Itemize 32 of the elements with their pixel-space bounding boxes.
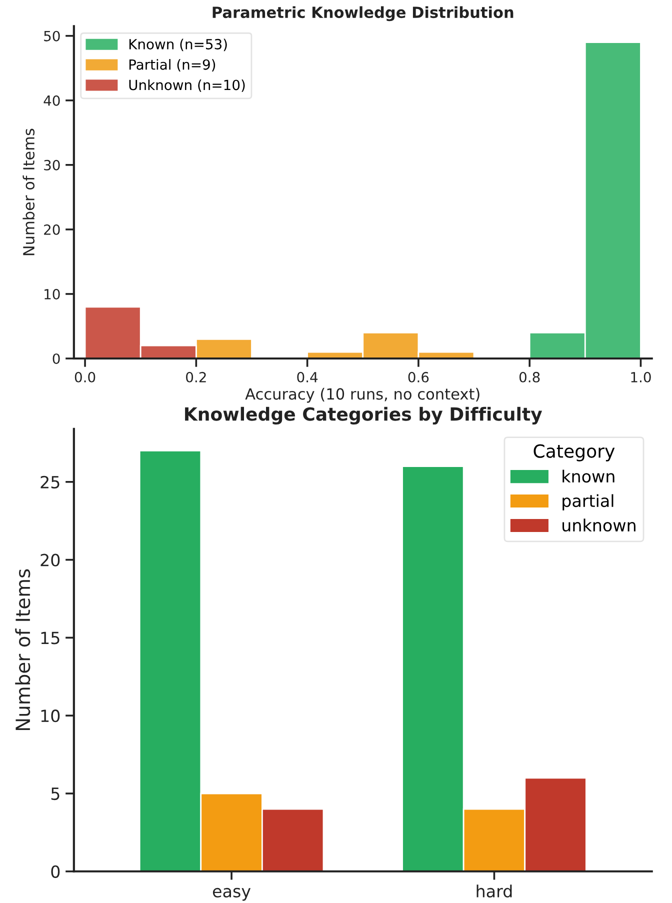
- x-tick-label: easy: [212, 888, 251, 901]
- y-tick-label: 5: [51, 788, 60, 800]
- y-tick-label: 15: [41, 632, 60, 644]
- y-axis-title: Number of Items: [15, 569, 30, 730]
- chart-title: Knowledge Categories by Difficulty: [185, 406, 542, 424]
- legend-label: Known (n=53): [129, 38, 227, 52]
- y-tick-label: 0: [52, 353, 60, 364]
- x-tick-label: 0.2: [186, 372, 206, 382]
- y-tick-label: 0: [51, 865, 60, 878]
- y-tick-label: 40: [44, 95, 60, 106]
- legend-title: Category: [534, 444, 615, 462]
- legend-label: partial: [562, 494, 614, 510]
- x-tick-label: 1.0: [631, 372, 651, 382]
- x-tick-label: 0.6: [408, 372, 429, 382]
- y-tick-label: 10: [44, 288, 60, 300]
- x-tick-label: 0.0: [74, 372, 96, 382]
- x-axis-title: Accuracy (10 runs, no context): [245, 388, 480, 403]
- y-axis-title: Number of Items: [22, 128, 35, 256]
- x-tick-label: hard: [476, 884, 512, 898]
- y-tick-label: 20: [40, 554, 60, 566]
- y-tick-label: 50: [44, 30, 60, 42]
- legend-label: known: [562, 470, 614, 483]
- x-tick-label: 0.4: [297, 372, 318, 382]
- y-tick-label: 30: [44, 160, 60, 170]
- x-tick-label: 0.8: [519, 372, 540, 382]
- legend-label: Unknown (n=10): [129, 79, 245, 92]
- legend-label: unknown: [562, 518, 636, 532]
- y-tick-label: 20: [44, 224, 60, 235]
- legend-label: Partial (n=9): [129, 59, 216, 72]
- chart-title: Parametric Knowledge Distribution: [212, 6, 514, 22]
- y-tick-label: 10: [41, 710, 60, 722]
- y-tick-label: 25: [40, 476, 60, 488]
